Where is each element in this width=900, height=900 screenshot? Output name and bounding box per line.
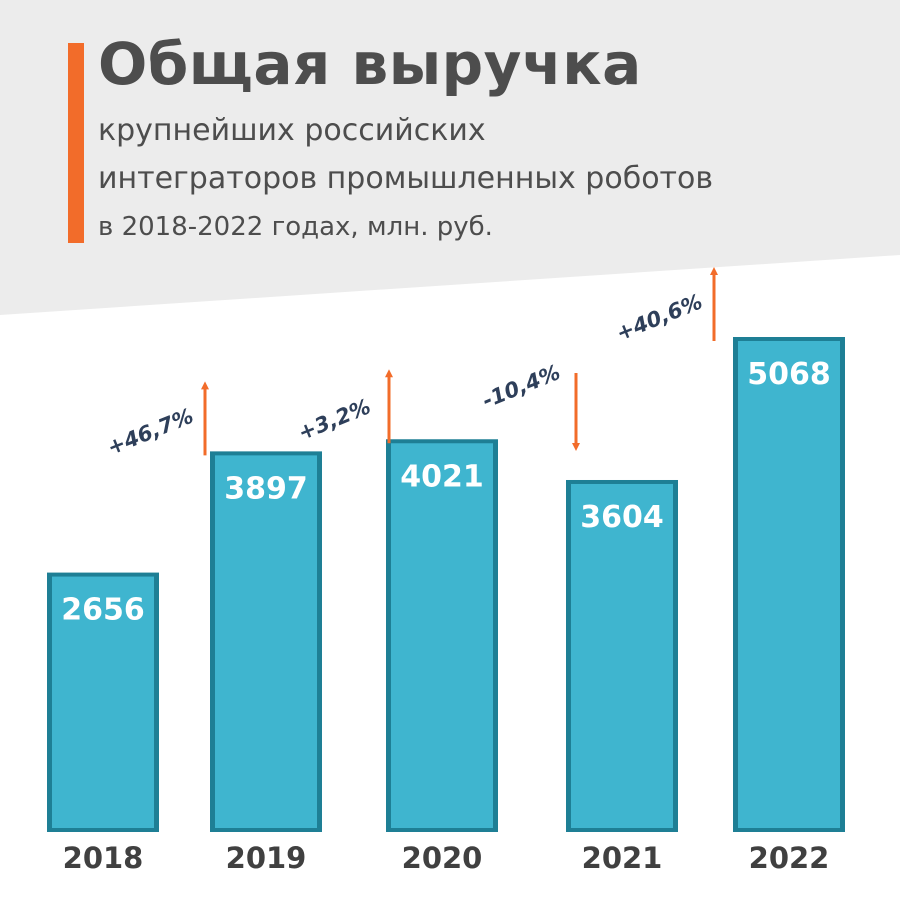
x-tick-label: 2021: [582, 841, 663, 875]
bar-2019: [210, 451, 322, 832]
subtitle-line-3: в 2018-2022 годах, млн. руб.: [98, 212, 493, 242]
subtitle-line-1: крупнейших российских: [98, 113, 486, 148]
bar-face: [52, 576, 154, 828]
change-percent-label: +46,7%: [104, 404, 197, 460]
change-percent-label: -10,4%: [479, 360, 564, 413]
bar-2020: [386, 439, 498, 832]
bar-2022: [733, 337, 845, 832]
bar-value-label: 3897: [224, 471, 308, 506]
x-tick-label: 2018: [63, 841, 144, 875]
x-tick-label: 2019: [226, 841, 307, 875]
bar-face: [738, 341, 840, 828]
bar-face: [215, 455, 317, 828]
bar-2018: [47, 572, 159, 832]
bar-face: [391, 443, 493, 828]
x-tick-label: 2020: [402, 841, 483, 875]
bar-value-label: 5068: [747, 357, 831, 392]
change-percent-label: +3,2%: [295, 394, 374, 445]
bar-value-label: 4021: [400, 459, 484, 494]
change-percent-label: +40,6%: [613, 289, 706, 345]
bar-value-label: 2656: [61, 593, 145, 628]
bar-2021: [566, 479, 678, 832]
bar-face: [571, 483, 673, 828]
x-tick-label: 2022: [749, 841, 830, 875]
subtitle-line-2: интеграторов промышленных роботов: [98, 161, 714, 196]
page-title: Общая выручка: [98, 30, 642, 98]
bar-value-label: 3604: [580, 500, 664, 535]
title-accent-bar: [68, 43, 84, 243]
